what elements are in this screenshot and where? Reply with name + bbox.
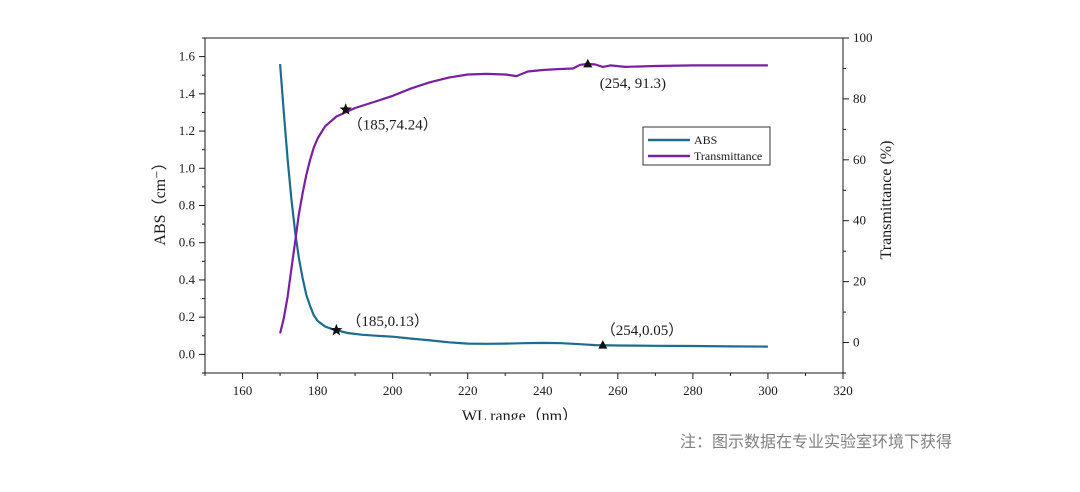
x-tick-label-220: 220 — [458, 383, 478, 398]
x-tick-label-320: 320 — [833, 383, 853, 398]
annotation-label-0: （185,74.24） — [348, 117, 438, 134]
legend-label-transmittance: Transmittance — [694, 149, 762, 163]
x-tick-label-280: 280 — [683, 383, 703, 398]
y-left-tick-label-0: 0.0 — [179, 346, 195, 361]
y-left-tick-label-0.8: 0.8 — [179, 198, 195, 213]
y-left-tick-label-1.4: 1.4 — [179, 86, 196, 101]
annotation-label-3: （254,0.05） — [601, 322, 684, 339]
marker-star-2 — [330, 323, 343, 336]
y-axis-left-title: ABS（cm⁻） — [151, 154, 169, 245]
x-tick-label-240: 240 — [533, 383, 553, 398]
legend-box — [642, 126, 771, 166]
annotation-label-1: (254, 91.3) — [600, 76, 666, 92]
legend: ABS Transmittance — [642, 126, 771, 166]
y-left-tick-label-0.2: 0.2 — [179, 309, 195, 324]
y-left-tick-label-1.2: 1.2 — [179, 123, 195, 138]
x-tick-label-180: 180 — [308, 383, 328, 398]
marker-triangle-1 — [583, 58, 593, 68]
y-left-tick-label-0.4: 0.4 — [179, 272, 196, 287]
marker-star-0 — [339, 103, 352, 115]
x-tick-label-200: 200 — [383, 383, 403, 398]
y-right-tick-label-60: 60 — [853, 152, 866, 167]
y-right-tick-label-20: 20 — [853, 274, 866, 289]
chart-svg: 160 180 200 220 240 260 280 300 3200.00.20.40.60… — [133, 26, 895, 420]
marker-triangle-3 — [598, 340, 608, 349]
y-right-tick-label-40: 40 — [853, 213, 866, 228]
chart-background — [133, 26, 873, 420]
y-right-tick-label-100: 100 — [853, 30, 873, 45]
x-axis-title: WL range（nm） — [462, 407, 578, 420]
x-tick-label-160: 160 — [233, 383, 253, 398]
y-right-tick-label-80: 80 — [853, 91, 866, 106]
footnote: 注：图示数据在专业实验室环境下获得 — [680, 432, 953, 451]
annotation-label-2: （185,0.13） — [346, 313, 429, 330]
legend-label-abs: ABS — [694, 133, 717, 147]
series-line-abs — [279, 64, 768, 348]
series-layer — [279, 62, 768, 348]
y-axis-right-title: Transmittance (%) — [878, 141, 895, 260]
x-tick-label-300: 300 — [758, 383, 778, 398]
y-left-tick-label-1.6: 1.6 — [179, 49, 196, 64]
annotations-layer: （185,74.24） (254, 91.3) （185,0.13） （254,0.0… — [346, 76, 683, 339]
x-tick-label-260: 260 — [608, 383, 628, 398]
y-right-tick-label-0: 0 — [853, 335, 860, 350]
series-line-transmittance — [279, 62, 768, 334]
markers-layer — [330, 58, 608, 349]
y-left-tick-label-1: 1.0 — [179, 160, 195, 175]
axis-ticks: 160 180 200 220 240 260 280 300 3200.00.20.40.60… — [179, 30, 873, 398]
y-left-tick-label-0.6: 0.6 — [179, 235, 196, 250]
